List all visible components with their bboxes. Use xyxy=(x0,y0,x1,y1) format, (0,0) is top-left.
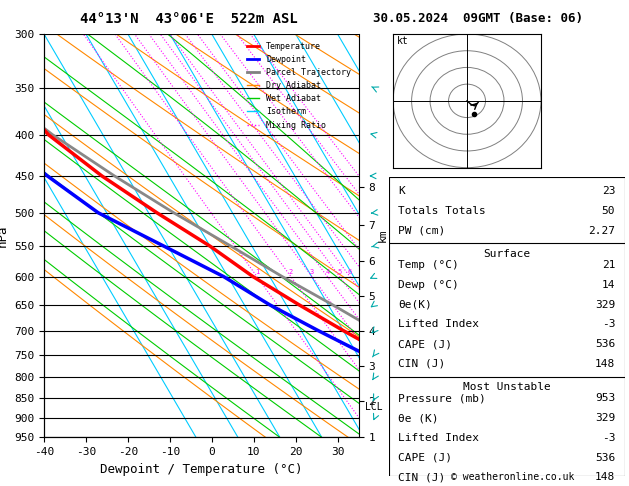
Text: 5: 5 xyxy=(338,269,342,275)
Text: Dewp (°C): Dewp (°C) xyxy=(398,280,459,290)
Text: 50: 50 xyxy=(602,206,615,216)
Text: 14: 14 xyxy=(602,280,615,290)
Text: 23: 23 xyxy=(602,186,615,196)
Y-axis label: km
ASL: km ASL xyxy=(378,226,399,246)
Text: Totals Totals: Totals Totals xyxy=(398,206,486,216)
Text: Most Unstable: Most Unstable xyxy=(463,382,550,393)
Text: CIN (J): CIN (J) xyxy=(398,359,445,369)
Text: © weatheronline.co.uk: © weatheronline.co.uk xyxy=(451,472,574,482)
Text: -3: -3 xyxy=(602,433,615,443)
Text: 44°13'N  43°06'E  522m ASL: 44°13'N 43°06'E 522m ASL xyxy=(80,12,298,26)
Text: Lifted Index: Lifted Index xyxy=(398,433,479,443)
Text: -3: -3 xyxy=(602,319,615,330)
Text: 6: 6 xyxy=(348,269,352,275)
Text: 536: 536 xyxy=(595,452,615,463)
Legend: Temperature, Dewpoint, Parcel Trajectory, Dry Adiabat, Wet Adiabat, Isotherm, Mi: Temperature, Dewpoint, Parcel Trajectory… xyxy=(243,38,354,133)
Text: θe (K): θe (K) xyxy=(398,413,438,423)
Text: 148: 148 xyxy=(595,472,615,482)
Text: 329: 329 xyxy=(595,413,615,423)
Text: Pressure (mb): Pressure (mb) xyxy=(398,393,486,403)
Text: Lifted Index: Lifted Index xyxy=(398,319,479,330)
Text: CAPE (J): CAPE (J) xyxy=(398,339,452,349)
Text: 148: 148 xyxy=(595,359,615,369)
Text: 30.05.2024  09GMT (Base: 06): 30.05.2024 09GMT (Base: 06) xyxy=(373,12,583,25)
Text: Surface: Surface xyxy=(483,249,530,260)
Text: 1: 1 xyxy=(255,269,259,275)
Text: θe(K): θe(K) xyxy=(398,300,432,310)
Text: 536: 536 xyxy=(595,339,615,349)
Text: PW (cm): PW (cm) xyxy=(398,226,445,236)
Y-axis label: hPa: hPa xyxy=(0,225,9,247)
Text: 2.27: 2.27 xyxy=(588,226,615,236)
Text: kt: kt xyxy=(397,36,409,46)
Text: 2: 2 xyxy=(289,269,293,275)
X-axis label: Dewpoint / Temperature (°C): Dewpoint / Temperature (°C) xyxy=(100,463,303,476)
Text: 21: 21 xyxy=(602,260,615,270)
Text: 3: 3 xyxy=(309,269,314,275)
Text: Temp (°C): Temp (°C) xyxy=(398,260,459,270)
Text: K: K xyxy=(398,186,405,196)
Text: LCL: LCL xyxy=(365,401,382,412)
Text: 953: 953 xyxy=(595,393,615,403)
Text: 4: 4 xyxy=(325,269,330,275)
Text: CAPE (J): CAPE (J) xyxy=(398,452,452,463)
Text: 329: 329 xyxy=(595,300,615,310)
Text: CIN (J): CIN (J) xyxy=(398,472,445,482)
